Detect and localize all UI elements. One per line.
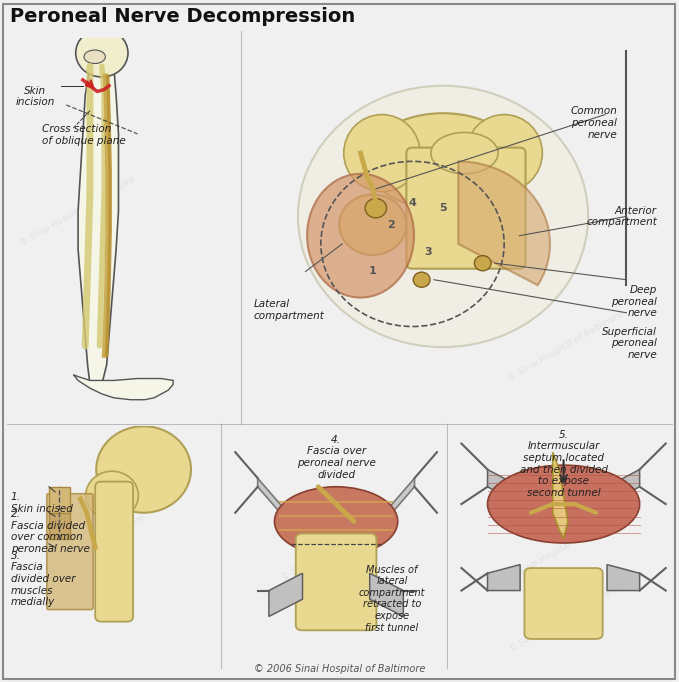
- Text: © Sinai Hospital of Baltimore: © Sinai Hospital of Baltimore: [19, 174, 137, 248]
- Ellipse shape: [414, 272, 430, 287]
- Polygon shape: [488, 469, 520, 504]
- Text: © 2006 Sinai Hospital of Baltimore: © 2006 Sinai Hospital of Baltimore: [254, 664, 425, 674]
- Polygon shape: [49, 487, 70, 513]
- Text: © Sinai Hospital of Baltimore: © Sinai Hospital of Baltimore: [509, 513, 619, 582]
- Polygon shape: [258, 478, 303, 539]
- Ellipse shape: [340, 194, 406, 255]
- Ellipse shape: [298, 86, 588, 347]
- Polygon shape: [607, 469, 640, 504]
- Text: © Sinai Hospital of Baltimore: © Sinai Hospital of Baltimore: [509, 585, 619, 655]
- FancyBboxPatch shape: [47, 494, 93, 610]
- Polygon shape: [49, 513, 70, 539]
- Text: 4.
Fascia over
peroneal nerve
divided: 4. Fascia over peroneal nerve divided: [297, 435, 375, 479]
- Ellipse shape: [274, 487, 398, 556]
- Polygon shape: [553, 452, 568, 539]
- Text: © Sinai Hospital of Baltimore: © Sinai Hospital of Baltimore: [281, 513, 391, 582]
- Wedge shape: [458, 162, 550, 285]
- Text: 5.
Intermuscular
septum located
and then divided
to expose
second tunnel: 5. Intermuscular septum located and then…: [519, 430, 608, 498]
- Polygon shape: [269, 574, 303, 617]
- Ellipse shape: [431, 132, 498, 174]
- Ellipse shape: [84, 50, 105, 63]
- Polygon shape: [73, 374, 173, 400]
- Text: 1.
Skin incised: 1. Skin incised: [11, 492, 73, 514]
- Ellipse shape: [365, 198, 386, 218]
- FancyBboxPatch shape: [406, 147, 526, 269]
- Text: Common
peroneal
nerve: Common peroneal nerve: [570, 106, 617, 140]
- Ellipse shape: [96, 426, 191, 513]
- Ellipse shape: [367, 113, 519, 209]
- Ellipse shape: [466, 115, 543, 192]
- Text: 1: 1: [369, 267, 377, 276]
- Text: 2: 2: [387, 220, 395, 230]
- Text: Lateral
compartment: Lateral compartment: [253, 299, 325, 321]
- Text: Peroneal Nerve Decompression: Peroneal Nerve Decompression: [10, 8, 355, 27]
- FancyBboxPatch shape: [524, 568, 603, 639]
- Text: 3.
Fascia
divided over
muscles
medially: 3. Fascia divided over muscles medially: [11, 551, 75, 607]
- Text: 5: 5: [439, 203, 447, 213]
- Text: Superficial
peroneal
nerve: Superficial peroneal nerve: [602, 327, 657, 359]
- Text: © Sinai Hospital of Baltimore: © Sinai Hospital of Baltimore: [36, 513, 146, 582]
- Text: Deep
peroneal
nerve: Deep peroneal nerve: [611, 285, 657, 318]
- Text: © Sinai Hospital of Baltimore: © Sinai Hospital of Baltimore: [506, 309, 625, 383]
- Ellipse shape: [475, 256, 491, 271]
- Ellipse shape: [488, 465, 640, 543]
- Text: 2.
Fascia divided
over common
peroneal nerve: 2. Fascia divided over common peroneal n…: [11, 509, 90, 554]
- Text: Cross section
of oblique plane: Cross section of oblique plane: [42, 124, 126, 146]
- Text: Anterior
compartment: Anterior compartment: [586, 205, 657, 227]
- FancyBboxPatch shape: [95, 481, 133, 622]
- Polygon shape: [488, 565, 520, 591]
- Text: 4: 4: [409, 198, 416, 207]
- Ellipse shape: [86, 471, 139, 520]
- Polygon shape: [369, 574, 403, 617]
- Text: © Sinai Hospital of Baltimore: © Sinai Hospital of Baltimore: [399, 174, 517, 248]
- Polygon shape: [369, 478, 414, 539]
- Text: 3: 3: [424, 247, 432, 257]
- Text: Muscles of
lateral
compartment
retracted to
expose
first tunnel: Muscles of lateral compartment retracted…: [359, 565, 425, 633]
- Polygon shape: [78, 66, 119, 384]
- Ellipse shape: [76, 29, 128, 77]
- Polygon shape: [607, 565, 640, 591]
- Ellipse shape: [344, 115, 420, 192]
- Ellipse shape: [307, 174, 414, 297]
- FancyBboxPatch shape: [296, 533, 376, 630]
- Text: Skin
incision: Skin incision: [16, 86, 55, 107]
